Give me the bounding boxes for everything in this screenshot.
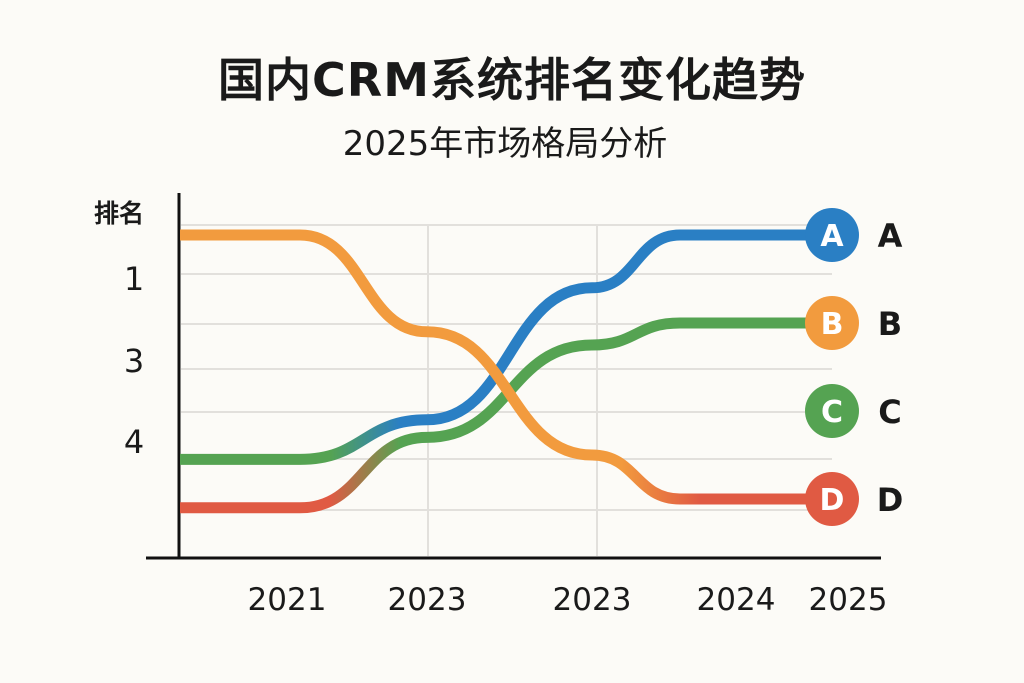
x-tick-label: 2023 — [553, 582, 632, 618]
chart-title: 国内CRM系统排名变化趋势 — [218, 53, 806, 107]
legend-label: D — [877, 481, 904, 519]
legend-badge — [805, 384, 859, 438]
legend-badge-letter: C — [821, 395, 843, 430]
legend-badge-letter: B — [821, 307, 844, 342]
x-tick-label: 2025 — [809, 582, 888, 618]
legend-badge-letter: A — [820, 219, 844, 254]
legend-label: B — [878, 305, 902, 343]
legend-badge — [805, 296, 859, 350]
series-line-d — [180, 229, 820, 505]
y-tick-label: 1 — [124, 260, 144, 298]
series-line-b — [180, 317, 820, 514]
x-tick-label: 2023 — [388, 582, 467, 618]
legend-label: C — [878, 393, 901, 431]
x-tick-label: 2021 — [248, 582, 327, 618]
series-line-a — [180, 229, 820, 465]
y-axis-label: 排名 — [94, 199, 144, 228]
legend-badge — [805, 208, 859, 262]
legend-label: A — [878, 217, 903, 255]
chart-subtitle: 2025年市场格局分析 — [342, 124, 668, 164]
x-tick-label: 2024 — [697, 582, 776, 618]
legend-badge-letter: D — [820, 483, 845, 518]
legend-badge — [805, 472, 859, 526]
y-tick-label: 3 — [124, 342, 144, 380]
y-tick-label: 4 — [124, 423, 144, 461]
